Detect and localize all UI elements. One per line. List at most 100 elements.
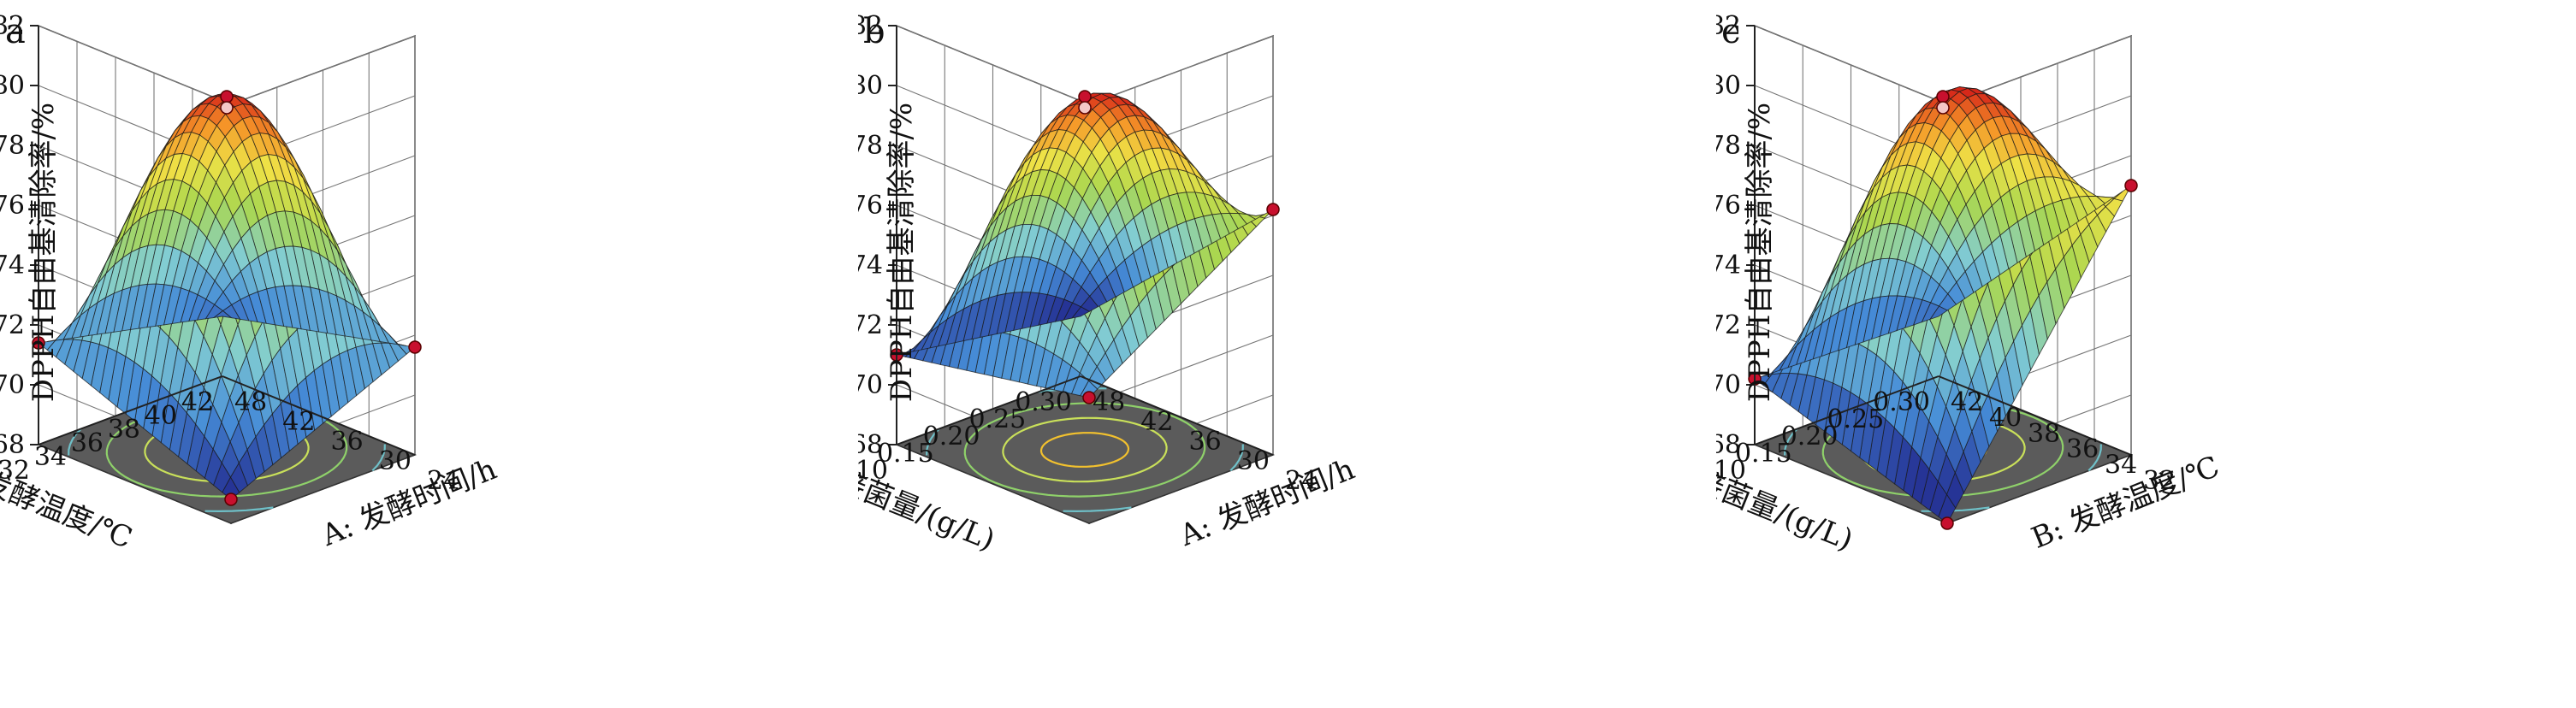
surface-cell	[212, 310, 233, 319]
y-tick-label: 0.10	[1716, 456, 1746, 486]
z-tick-label: 72	[858, 310, 883, 340]
z-tick-label: 78	[1716, 131, 1741, 161]
panel-c: 68 70 72 74 76 78 80 82 DPPH自由基清除率/% 32 34 36 38 40 42…	[1716, 0, 2574, 708]
y-tick-label: 0.15	[877, 439, 934, 469]
z-tick-label: 72	[1716, 310, 1741, 340]
z-tick-label: 70	[1716, 370, 1741, 400]
x-tick-label: 42	[282, 407, 315, 437]
chart-c: 68 70 72 74 76 78 80 82 DPPH自由基清除率/% 323436384042…	[1716, 11, 2224, 558]
design-point	[1078, 101, 1092, 115]
y-axis-line	[896, 375, 1081, 445]
surface-cell	[1929, 305, 1949, 321]
y-tick-label: 32	[0, 456, 30, 486]
z-tick-label: 68	[0, 430, 25, 460]
design-point	[1266, 203, 1280, 216]
z-tick-label: 70	[858, 370, 883, 400]
x-axis-line	[222, 375, 416, 456]
z-tick-label: 76	[0, 191, 25, 221]
z-tick-label: 82	[858, 11, 883, 41]
z-tick-label: 70	[0, 370, 25, 400]
x-tick-label: 30	[1237, 446, 1270, 476]
x-tick-label: 32	[2143, 466, 2176, 496]
chart-a: 6870727476788082DPPH自由基清除率/%2430364248A:…	[0, 11, 501, 556]
design-point	[1936, 101, 1950, 115]
surface-cell	[1071, 306, 1091, 319]
y-tick-label: 0.15	[1735, 439, 1792, 469]
x-tick-label: 38	[2028, 419, 2060, 449]
design-point	[220, 101, 234, 115]
design-point	[224, 493, 238, 506]
x-tick-label: 24	[1285, 466, 1318, 496]
y-tick-label: 0.30	[1873, 387, 1930, 417]
y-tick-label: 0.25	[968, 404, 1026, 434]
response-surface	[896, 92, 1274, 398]
plot-b: 6870727476788082DPPH自由基清除率/%2430364248A:…	[858, 11, 1359, 558]
z-tick-label: 80	[1716, 71, 1741, 101]
y-tick-label: 0.30	[1015, 387, 1072, 417]
z-tick-label: 82	[1716, 11, 1741, 41]
z-tick-label: 80	[858, 71, 883, 101]
y-tick-label: 0.20	[1781, 422, 1839, 451]
response-surface	[1754, 86, 2132, 524]
design-points	[890, 90, 1280, 404]
x-tick-label: 40	[1989, 403, 2022, 433]
y-tick-label: 34	[34, 442, 67, 472]
y-tick-label: 0.25	[1827, 404, 1884, 434]
z-tick-label: 82	[0, 11, 25, 41]
z-tick-label: 74	[0, 251, 25, 280]
design-point	[1940, 516, 1954, 530]
y-tick-label: 40	[145, 401, 177, 431]
y-tick-label: 36	[71, 428, 104, 458]
z-tick-label: 74	[858, 251, 883, 280]
z-tick-label: 78	[858, 131, 883, 161]
response-surface	[37, 92, 417, 500]
z-tick-label: 76	[1716, 191, 1741, 221]
z-axis-title: DPPH自由基清除率/%	[1743, 103, 1777, 402]
design-point	[1078, 90, 1092, 103]
x-tick-label: 36	[2066, 434, 2099, 464]
z-axis-title: DPPH自由基清除率/%	[27, 103, 61, 402]
y-tick-label: 38	[108, 415, 140, 445]
z-axis: 68 70 72 74 76 78 80 82 DPPH自由基清除率/%	[0, 11, 61, 460]
z-tick-label: 68	[1716, 430, 1741, 460]
z-tick-label: 78	[0, 131, 25, 161]
contour-line	[1039, 432, 1130, 468]
y-tick-label: 42	[181, 387, 214, 417]
y-axis-line	[1754, 375, 1939, 445]
panel-a: 68 70 72 74 76 78 80 82 DPPH自由基清除率/% 24 30 36 42 48 A:…	[0, 0, 858, 708]
x-tick-label: 36	[331, 427, 364, 457]
x-tick-label: 34	[2105, 451, 2137, 481]
x-axis-line	[1938, 375, 2132, 456]
z-tick-label: 72	[0, 310, 25, 340]
x-tick-label: 42	[1951, 387, 1983, 417]
plot-a: 6870727476788082DPPH自由基清除率/%2430364248A:…	[0, 11, 501, 556]
contour-line	[1002, 416, 1168, 483]
x-tick-label: 36	[1189, 427, 1222, 457]
design-point	[220, 90, 234, 103]
z-axis-title: DPPH自由基清除率/%	[885, 103, 919, 402]
y-axis-line	[38, 375, 223, 445]
panel-label: a	[5, 12, 26, 51]
x-tick-label: 48	[1093, 387, 1125, 417]
x-tick-label: 30	[379, 446, 412, 476]
chart-b: 6870727476788082DPPH自由基清除率/%2430364248A:…	[858, 11, 1359, 558]
z-tick-label: 68	[858, 430, 883, 460]
x-tick-label: 42	[1140, 407, 1173, 437]
design-point	[408, 340, 422, 354]
plot-c: 68 70 72 74 76 78 80 82 DPPH自由基清除率/% 323436384042…	[1716, 11, 2224, 558]
z-tick-label: 76	[858, 191, 883, 221]
x-tick-label: 24	[427, 466, 459, 496]
z-axis: 68 70 72 74 76 78 80 82 DPPH自由基清除率/%	[858, 11, 919, 460]
panel-b: 68 70 72 74 76 78 80 82 DPPH自由基清除率/% 24 30 36 42 48 A:…	[858, 0, 1716, 708]
design-point	[1082, 391, 1096, 404]
panel-label: b	[863, 12, 885, 51]
contour-line	[963, 402, 1206, 498]
z-tick-label: 74	[1716, 251, 1741, 280]
z-axis: 68 70 72 74 76 78 80 82 DPPH自由基清除率/%	[1716, 11, 1777, 460]
design-point	[2124, 179, 2138, 192]
y-tick-label: 0.10	[858, 456, 888, 486]
z-tick-label: 80	[0, 71, 25, 101]
panel-label: c	[1721, 12, 1740, 51]
y-tick-label: 0.20	[923, 422, 980, 451]
